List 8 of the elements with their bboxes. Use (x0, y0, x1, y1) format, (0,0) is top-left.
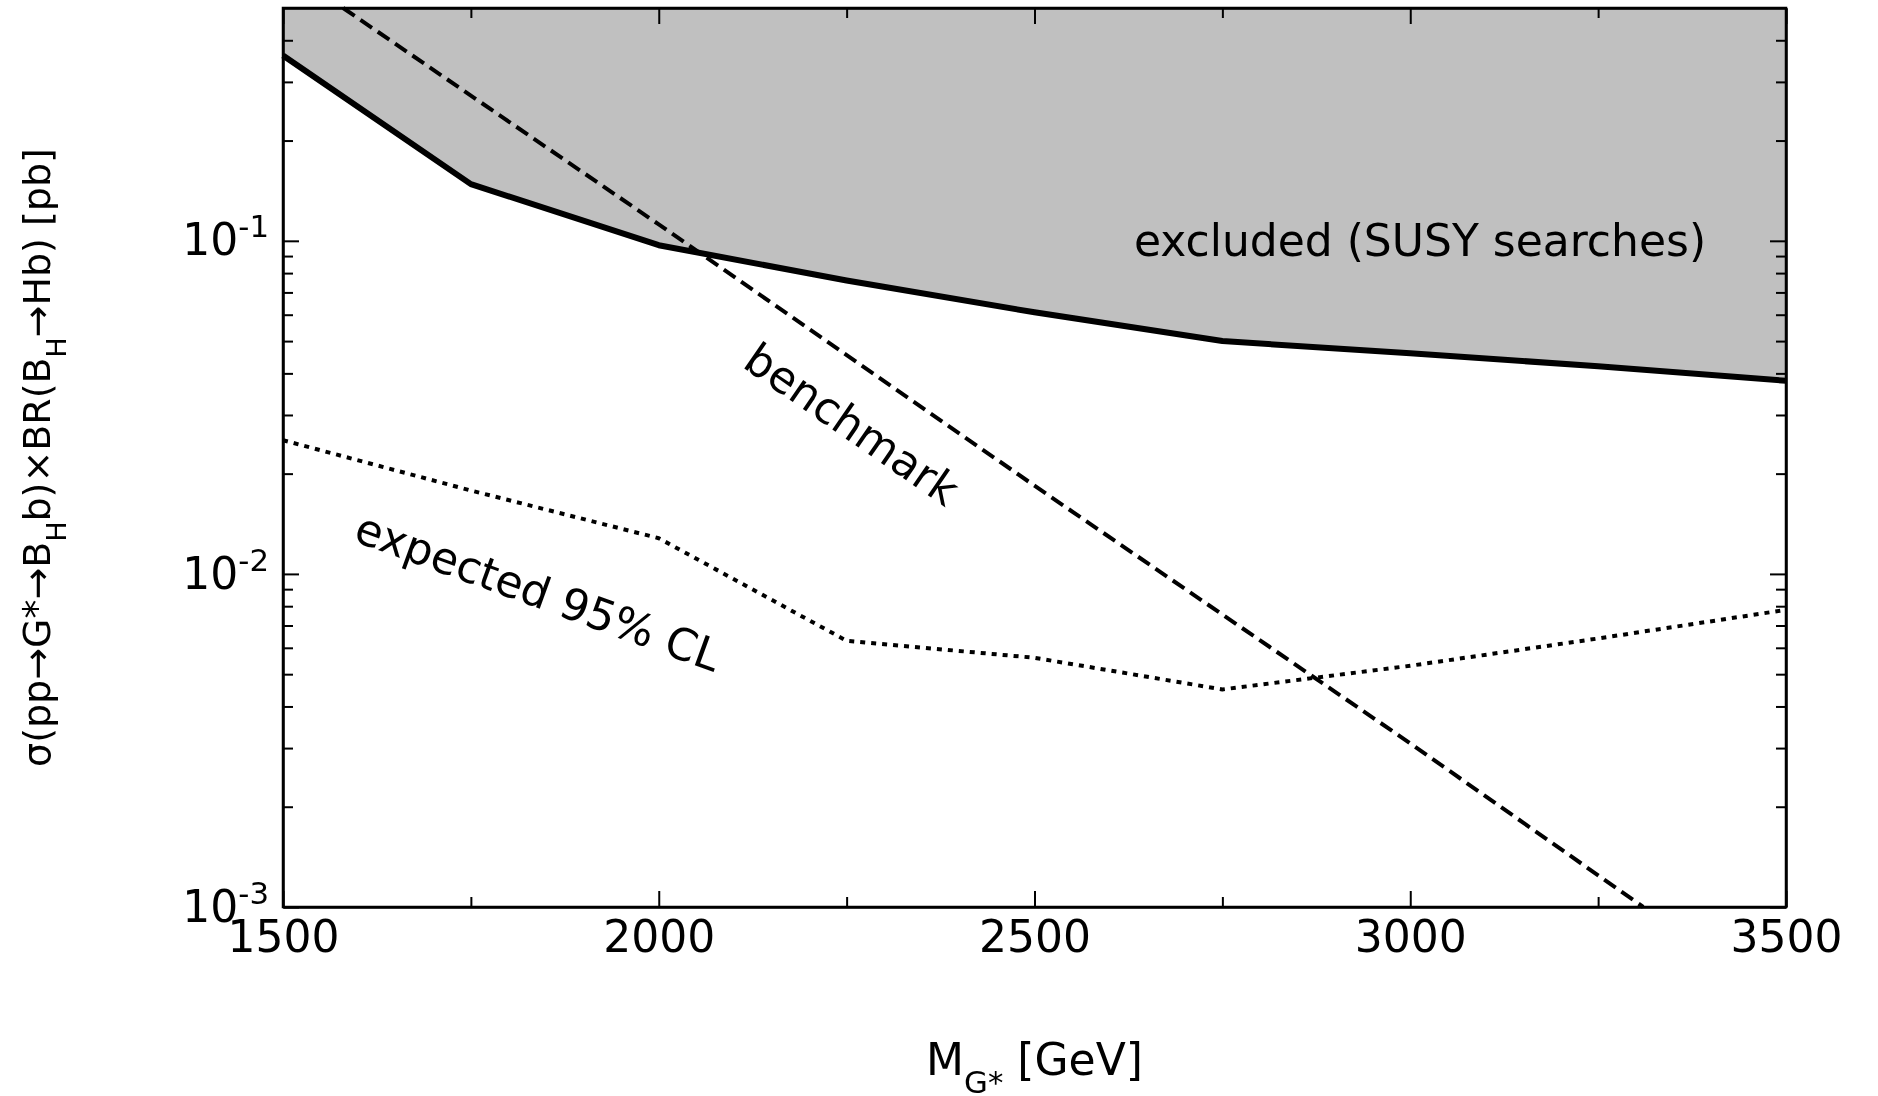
x-tick-label: 2000 (603, 911, 716, 963)
y-tick-label: 10$^{-2}$ (182, 541, 269, 599)
y-tick-label: 10$^{-1}$ (182, 208, 269, 266)
x-tick-label: 3000 (1354, 911, 1467, 963)
annotation: excluded (SUSY searches) (1133, 215, 1707, 266)
x-tick-label: 3500 (1730, 911, 1843, 963)
x-axis-title: M$_{G*}$ [GeV] (926, 1034, 1143, 1096)
x-tick-label: 2500 (979, 911, 1091, 963)
